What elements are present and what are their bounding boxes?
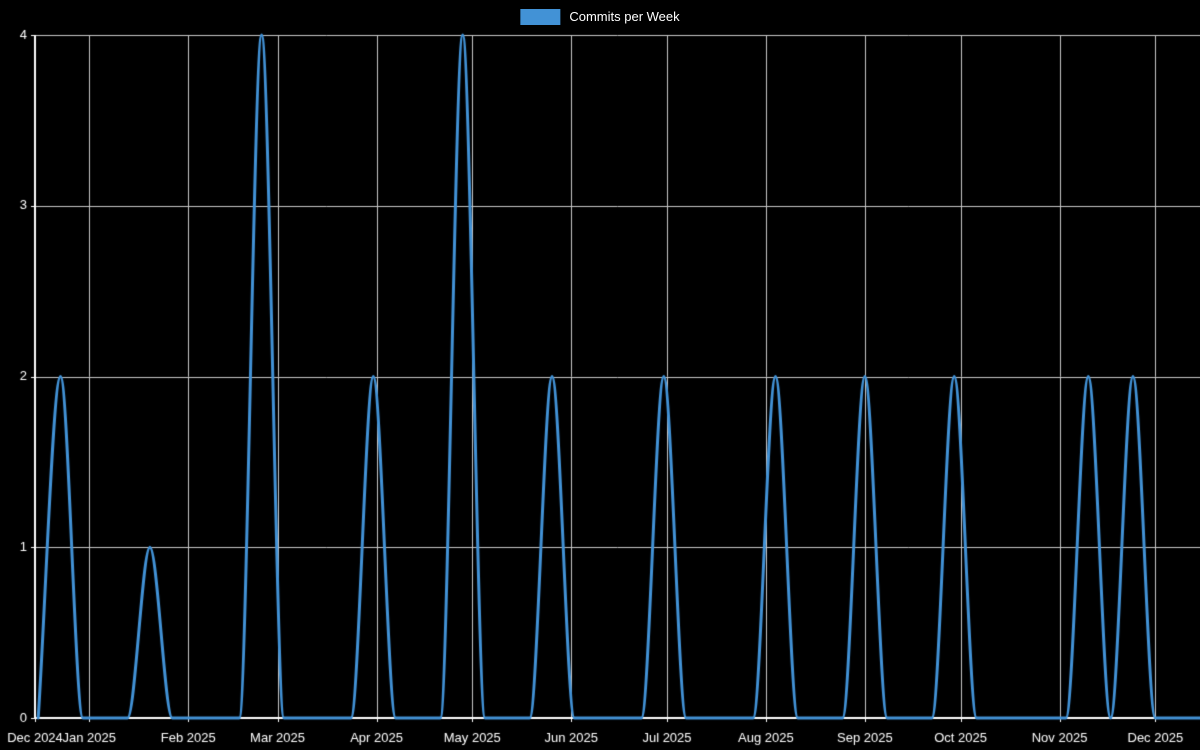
legend-label: Commits per Week (569, 9, 680, 24)
chart-legend: Commits per Week (520, 8, 680, 26)
legend-swatch (520, 9, 561, 25)
